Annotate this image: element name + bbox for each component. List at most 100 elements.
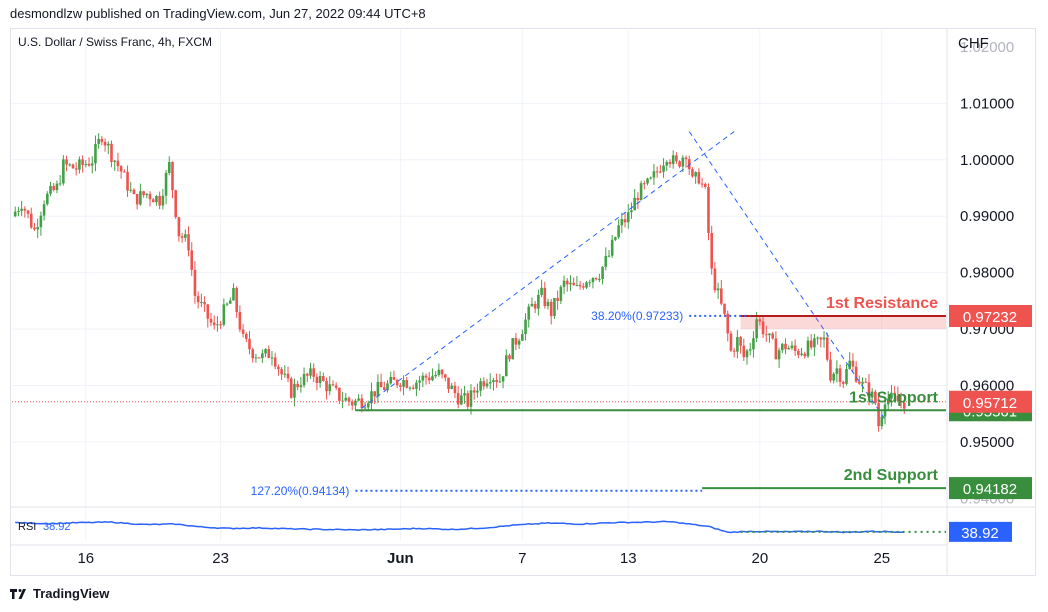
candle-body [877,403,880,427]
x-tick-label: 7 [518,550,526,567]
candle-body [402,380,405,387]
candle-body [684,157,688,160]
chart-frame [10,28,1036,576]
candle-body [164,172,168,196]
candle-body [533,303,537,309]
x-tick-label: 13 [620,550,637,567]
candle-body [71,164,75,169]
candle-body [200,301,203,303]
candle-body [119,166,123,172]
price-axis-badge [949,477,1032,500]
candle-body [703,183,707,187]
candle-body [803,353,807,357]
y-tick-label: 0.96000 [960,378,1014,395]
candle-body [870,391,874,398]
candle-body [363,407,367,409]
candle-body [167,162,171,173]
candle-body [155,195,158,203]
candle-body [97,138,100,144]
candle-body [55,183,59,191]
candle-body [110,143,113,162]
candle-body [264,349,267,354]
candle-body [675,155,678,162]
candle-body [700,183,704,185]
candle-body [678,161,681,167]
candle-body [245,333,248,339]
candle-body [373,391,376,397]
candle-body [100,138,104,142]
x-tick-label: Jun [387,550,414,567]
candle-body [578,285,582,287]
candle-body [219,324,222,326]
candle-body [431,376,434,381]
candle-body [851,360,855,367]
candle-body [228,300,232,304]
candle-body [42,204,46,216]
fib-level-label: 38.20%(0.97233) [591,309,683,323]
candle-body [270,357,274,359]
candle-body [729,333,733,351]
level-name-label: 1st Resistance [826,295,938,312]
candle-body [639,183,643,201]
candle-body [809,340,813,348]
candle-body [777,350,781,360]
candle-body [617,225,620,238]
candle-body [694,172,697,177]
current-price-badge [949,390,1032,413]
candle-body [273,357,277,367]
candle-body [485,383,489,387]
candle-body [447,377,450,389]
candle-body [366,403,370,408]
candle-body [646,178,649,184]
candle-body [726,313,730,334]
candle-body [248,338,251,350]
resistance-zone [740,315,946,330]
candle-body [575,285,579,287]
candle-body [771,333,774,339]
candle-body [874,391,877,404]
candle-body [501,376,505,382]
candle-body [697,172,701,184]
price-axis-badge-label: 0.94182 [963,481,1017,498]
candle-body [383,387,386,390]
axes: 1.010001.000000.990000.980000.970000.960… [77,39,1014,567]
candle-body [594,277,598,280]
publisher-caption: desmondlzw published on TradingView.com,… [10,6,426,21]
candle-body [540,287,543,295]
candle-body [411,387,415,389]
candle-body [440,369,444,375]
candle-body [20,208,23,211]
trendline [688,131,886,420]
candle-body [893,392,896,396]
candle-body [582,286,585,288]
footer-brand[interactable]: TradingView [10,586,109,601]
candle-body [222,304,226,325]
y-tick-label: 0.95000 [960,434,1014,451]
candle-body [745,350,749,358]
candle-body [254,357,258,359]
candle-body [26,210,30,214]
candle-body [418,380,421,383]
candle-body [710,232,713,269]
candle-body [225,303,229,305]
candle-body [52,185,56,191]
candle-body [659,171,662,173]
candle-body [267,349,271,358]
candle-body [177,217,181,237]
currency-label: CHF [958,35,989,52]
candle-body [495,380,498,383]
candle-body [132,189,136,195]
candle-body [286,373,290,379]
candle-body [806,340,810,357]
candle-body [867,382,871,398]
rsi-line [15,520,905,534]
candle-body [797,350,800,355]
candle-body [350,401,354,406]
candle-body [604,255,608,267]
candle-body [408,387,412,389]
candle-body [142,191,145,196]
candle-body [370,391,373,404]
candle-body [280,369,283,375]
candle-body [113,160,117,162]
